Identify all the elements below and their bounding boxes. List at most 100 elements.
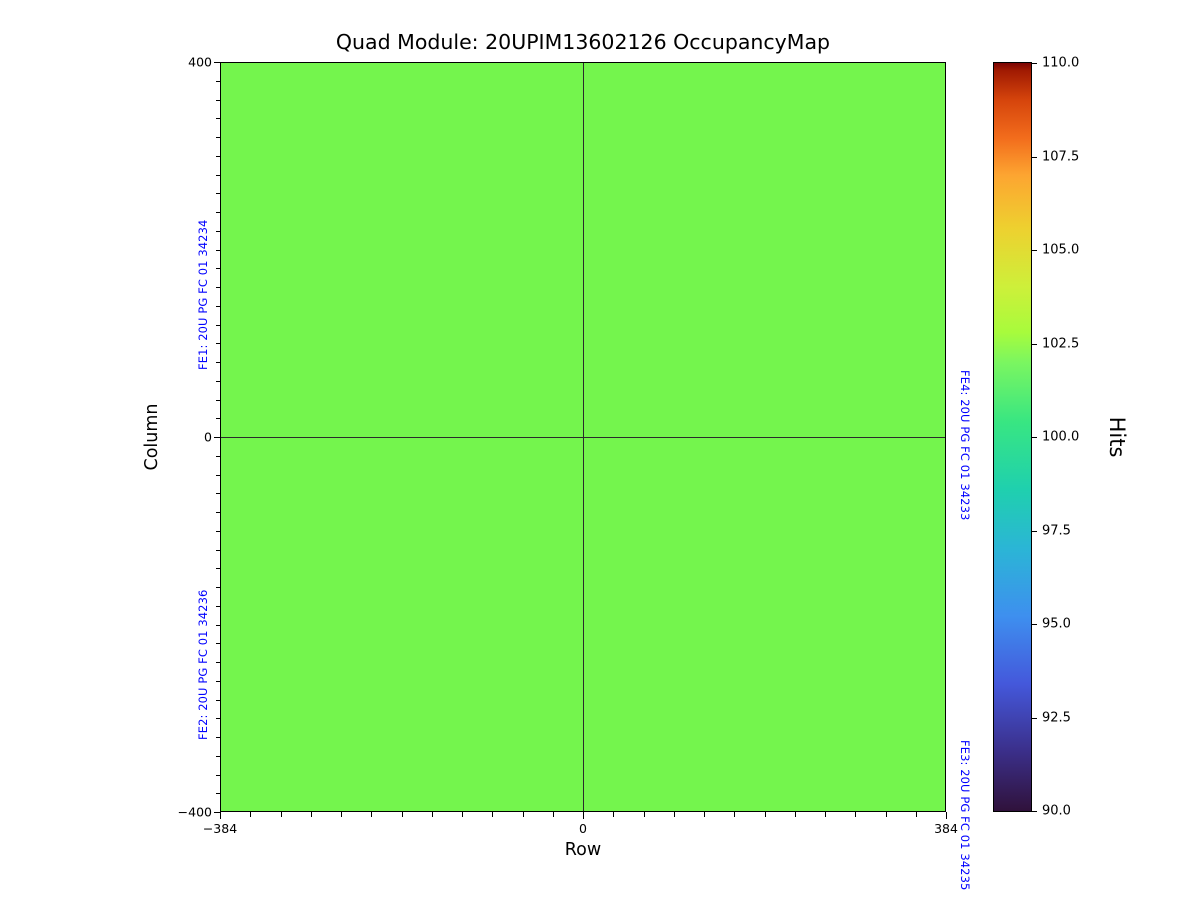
x-tick-label: −384 (202, 821, 238, 836)
y-tick-mark (213, 812, 220, 813)
fe3-chip-label: FE3: 20U PG FC 01 34235 (958, 740, 972, 891)
heatmap-quadrant-fe1 (221, 63, 583, 437)
y-tick-mark (215, 568, 220, 570)
colorbar-tick-label: 105.0 (1042, 242, 1080, 258)
chip-divider-horizontal (221, 437, 945, 438)
y-tick-mark (215, 512, 220, 513)
x-tick-mark (946, 812, 947, 819)
y-tick-mark (215, 380, 220, 382)
y-tick-mark (215, 212, 220, 213)
y-tick-mark (215, 137, 220, 138)
x-tick-mark (552, 812, 554, 817)
colorbar-tick-mark (1031, 156, 1037, 158)
heatmap-quadrant-fe3 (583, 437, 945, 811)
x-tick-mark (220, 812, 221, 819)
x-tick-label: 0 (579, 821, 587, 836)
x-tick-mark (643, 812, 645, 817)
heatmap-quadrant-fe4 (583, 63, 945, 437)
y-tick-mark (215, 793, 220, 795)
x-tick-mark (462, 812, 463, 817)
y-tick-mark (215, 99, 220, 101)
colorbar-tick-mark (1031, 63, 1037, 64)
colorbar-tick-mark (1031, 250, 1037, 251)
y-tick-mark (215, 774, 220, 776)
x-tick-mark (371, 812, 373, 817)
y-tick-label: 0 (204, 429, 212, 445)
x-tick-mark (613, 812, 615, 817)
x-tick-mark (855, 812, 857, 817)
y-tick-mark (215, 118, 220, 120)
x-tick-mark (673, 812, 675, 817)
colorbar-tick-label: 107.5 (1042, 149, 1080, 164)
colorbar-tick-label: 100.0 (1042, 429, 1080, 445)
y-tick-mark (215, 643, 220, 645)
y-tick-mark (215, 737, 220, 738)
y-tick-mark (215, 287, 220, 288)
y-tick-mark (215, 549, 220, 551)
x-tick-mark (310, 812, 312, 817)
x-tick-mark (583, 812, 584, 819)
y-tick-mark (215, 755, 220, 757)
y-tick-mark (215, 662, 220, 663)
x-tick-mark (522, 812, 524, 817)
x-tick-mark (794, 812, 796, 817)
y-tick-mark (215, 305, 220, 307)
colorbar-tick-label: 97.5 (1042, 523, 1071, 538)
x-tick-mark (915, 812, 917, 817)
y-tick-mark (215, 418, 220, 420)
page-title: Quad Module: 20UPIM13602126 OccupancyMap (335, 30, 831, 54)
y-tick-mark (215, 80, 220, 82)
x-tick-mark (885, 812, 887, 817)
x-tick-mark (280, 812, 282, 817)
fe1-chip-label: FE1: 20U PG FC 01 34234 (196, 219, 210, 370)
y-tick-mark (215, 493, 220, 495)
y-tick-mark (215, 362, 220, 363)
y-tick-mark (215, 699, 220, 701)
x-axis-label: Row (564, 840, 602, 860)
y-tick-mark (215, 587, 220, 588)
y-tick-mark (215, 718, 220, 720)
y-tick-mark (213, 62, 220, 63)
y-tick-mark (215, 624, 220, 626)
colorbar-label: Hits (1105, 416, 1129, 458)
colorbar[interactable]: 90.0 92.5 95.0 97.5 100.0 102.5 105.0 107.5 110.… (993, 56, 1079, 819)
y-tick-mark (215, 343, 220, 345)
x-tick-mark (492, 812, 494, 817)
y-tick-mark (215, 474, 220, 476)
colorbar-tick-mark (1031, 624, 1037, 625)
y-tick-mark (215, 230, 220, 232)
colorbar-tick-mark (1031, 717, 1037, 719)
y-tick-mark (215, 155, 220, 157)
heatmap-quadrant-fe2 (221, 437, 583, 811)
y-tick-mark (215, 399, 220, 401)
colorbar-tick-label: 110.0 (1042, 55, 1080, 71)
x-tick-mark (341, 812, 342, 817)
colorbar-tick-label: 92.5 (1042, 710, 1071, 725)
y-tick-label: 400 (188, 54, 212, 70)
y-tick-mark (215, 268, 220, 270)
x-tick-label: 384 (934, 821, 958, 836)
colorbar-tick-mark (1031, 811, 1037, 812)
colorbar-tick-mark (1031, 530, 1037, 532)
occupancy-heatmap-axes[interactable] (220, 62, 946, 812)
y-tick-mark (215, 605, 220, 607)
x-tick-mark (401, 812, 403, 817)
y-axis-label: Column (142, 403, 162, 471)
x-tick-mark (764, 812, 766, 817)
y-tick-mark (215, 530, 220, 532)
y-tick-mark (215, 324, 220, 326)
colorbar-tick-mark (1031, 437, 1037, 438)
y-tick-mark (215, 455, 220, 457)
x-tick-mark (250, 812, 252, 817)
x-tick-mark (431, 812, 433, 817)
x-tick-mark (704, 812, 705, 817)
y-tick-mark (215, 680, 220, 682)
colorbar-gradient (994, 63, 1031, 811)
fe2-chip-label: FE2: 20U PG FC 01 34236 (196, 589, 210, 740)
fe4-chip-label: FE4: 20U PG FC 01 34233 (958, 370, 972, 521)
colorbar-tick-label: 95.0 (1042, 616, 1071, 632)
colorbar-tick-label: 102.5 (1042, 336, 1080, 351)
y-tick-mark (215, 193, 220, 195)
y-tick-label: −400 (177, 804, 212, 820)
y-tick-mark (215, 174, 220, 176)
